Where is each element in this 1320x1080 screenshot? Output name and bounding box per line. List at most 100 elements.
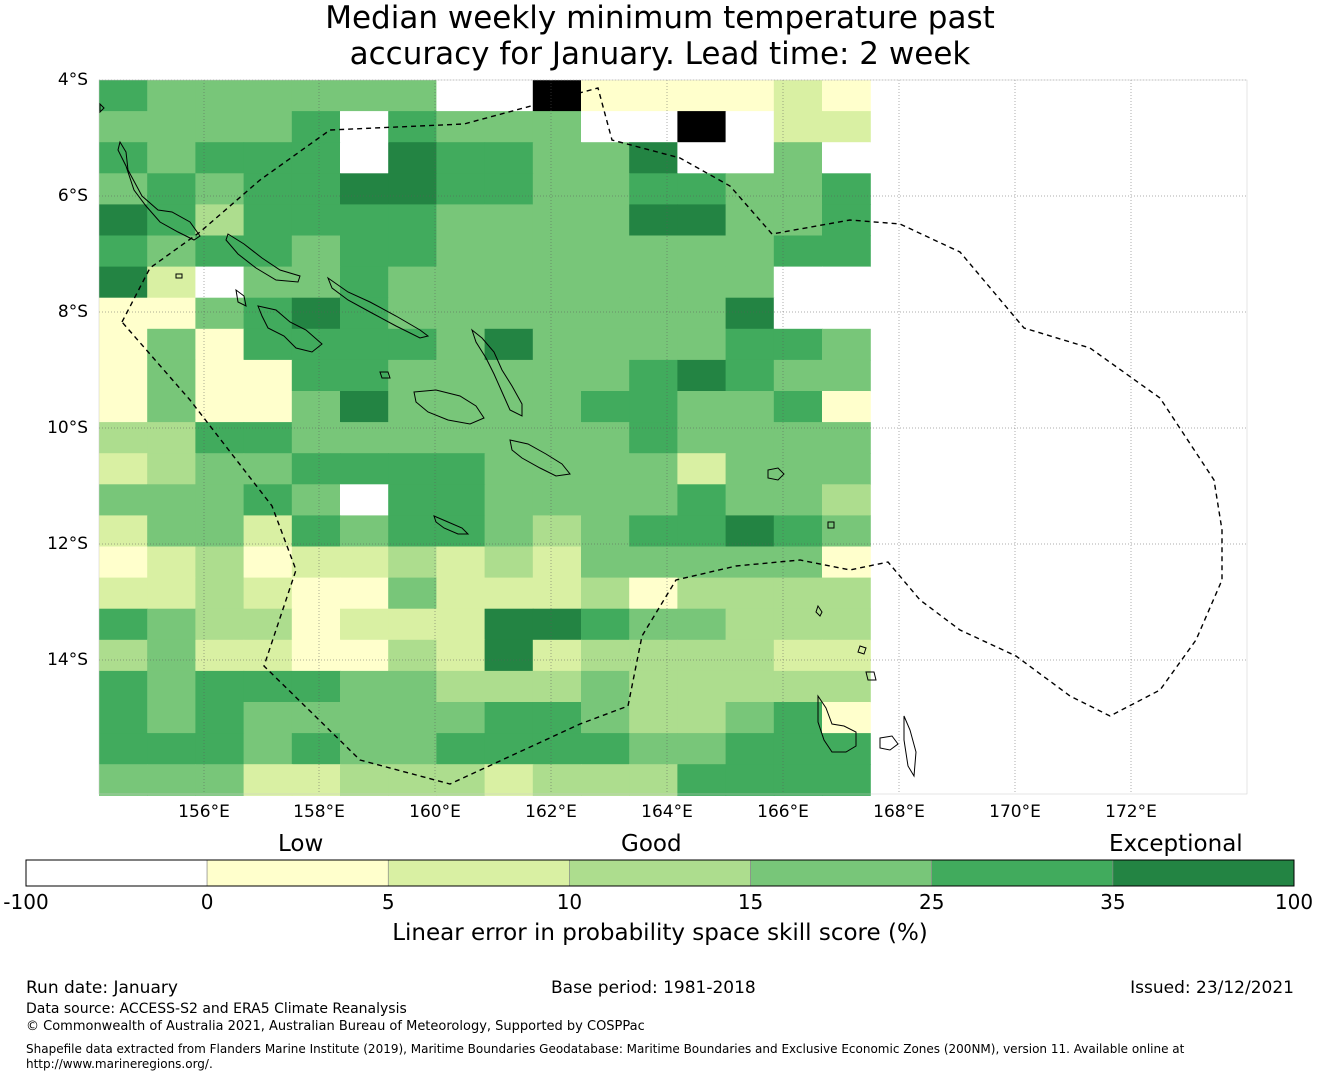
grid-cell (629, 733, 678, 765)
grid-cell (677, 702, 727, 734)
grid-cell (195, 453, 245, 485)
grid-cell (822, 328, 871, 361)
latitude-label: 10°S (47, 418, 88, 438)
grid-cell (773, 702, 823, 734)
grid-cell (436, 173, 486, 205)
grid-cell (532, 453, 582, 485)
grid-cell (822, 484, 871, 516)
coastline-small-6 (827, 521, 835, 529)
grid-cell (484, 639, 534, 672)
grid-cell (773, 608, 823, 641)
grid-cell (581, 702, 630, 734)
grid-cell (291, 515, 341, 548)
grid-cell (629, 391, 678, 423)
grid-cell (822, 80, 871, 112)
grid-cell (581, 328, 630, 361)
grid-cell (581, 670, 630, 703)
grid-cell (822, 546, 871, 579)
grid-cell (629, 266, 678, 299)
grid-cell (484, 546, 534, 579)
map-frame (98, 79, 1248, 795)
grid-cell (581, 484, 630, 516)
grid-cell (629, 515, 678, 548)
colorbar-tick-label: 15 (737, 890, 764, 914)
grid-cell (773, 111, 823, 143)
grid-cell (532, 670, 582, 703)
grid-cell (99, 577, 148, 610)
grid-cell (195, 608, 245, 641)
grid-cell (147, 235, 196, 268)
grid-cell (581, 111, 630, 143)
grid-cell (773, 733, 823, 765)
grid-cell (436, 266, 486, 299)
grid-cell (581, 173, 630, 205)
grid-cell (436, 142, 486, 174)
grid-cell (629, 453, 678, 485)
grid-cell (725, 670, 775, 703)
grid-cell (725, 235, 775, 268)
grid-cell (581, 515, 630, 548)
grid-cell (773, 453, 823, 485)
grid-cell (291, 359, 341, 392)
grid-cell (340, 702, 389, 734)
grid-cell (436, 297, 486, 330)
coastline-small-3 (379, 371, 391, 379)
grid-cell (629, 297, 678, 330)
grid-cell (484, 515, 534, 548)
grid-cell (532, 266, 582, 299)
grid-cell (195, 422, 245, 454)
grid-cell (243, 359, 293, 392)
grid-cell (99, 204, 148, 237)
grid-cell (99, 111, 148, 143)
grid-cell (340, 422, 389, 454)
grid-cell (532, 80, 582, 112)
grid-cell (243, 266, 293, 299)
grid-cell (291, 453, 341, 485)
grid-cell (99, 670, 148, 703)
grid-cell (388, 422, 437, 454)
grid-cell (388, 204, 437, 237)
grid-cell (243, 515, 293, 548)
grid-cell (99, 328, 148, 361)
grid-cell (677, 733, 727, 765)
grid-cell (340, 546, 389, 579)
grid-cell (147, 670, 196, 703)
grid-cell (147, 173, 196, 205)
grid-cell (484, 235, 534, 268)
grid-cell (99, 639, 148, 672)
coastline-santa-cruz (767, 467, 785, 481)
grid-cell (291, 111, 341, 143)
grid-cell (773, 359, 823, 392)
grid-cell (436, 359, 486, 392)
latitude-label: 8°S (57, 302, 88, 322)
longitude-label: 172°E (1105, 802, 1157, 822)
grid-cell (436, 670, 486, 703)
grid-cell (243, 764, 293, 796)
grid-cell (99, 391, 148, 423)
grid-cell (147, 764, 196, 796)
grid-cell (388, 142, 437, 174)
grid-cell (725, 266, 775, 299)
grid-cell (99, 266, 148, 299)
category-label-low: Low (278, 831, 324, 857)
colorbar-segment (1112, 859, 1295, 887)
grid-cell (581, 639, 630, 672)
colorbar-segment (25, 859, 208, 887)
coastline-small-5 (857, 645, 867, 655)
grid-cell (195, 670, 245, 703)
grid-cell (195, 484, 245, 516)
grid-cell (291, 297, 341, 330)
grid-cell (243, 111, 293, 143)
grid-cell (629, 204, 678, 237)
chart-title-line1: Median weekly minimum temperature past (325, 0, 995, 36)
grid-cell (581, 546, 630, 579)
grid-cell (147, 204, 196, 237)
grid-cell (581, 297, 630, 330)
grid-cell (340, 453, 389, 485)
grid-cell (99, 453, 148, 485)
grid-cell (629, 577, 678, 610)
grid-cell (484, 173, 534, 205)
grid-cell (436, 484, 486, 516)
grid-cell (147, 422, 196, 454)
grid-cell (677, 484, 727, 516)
